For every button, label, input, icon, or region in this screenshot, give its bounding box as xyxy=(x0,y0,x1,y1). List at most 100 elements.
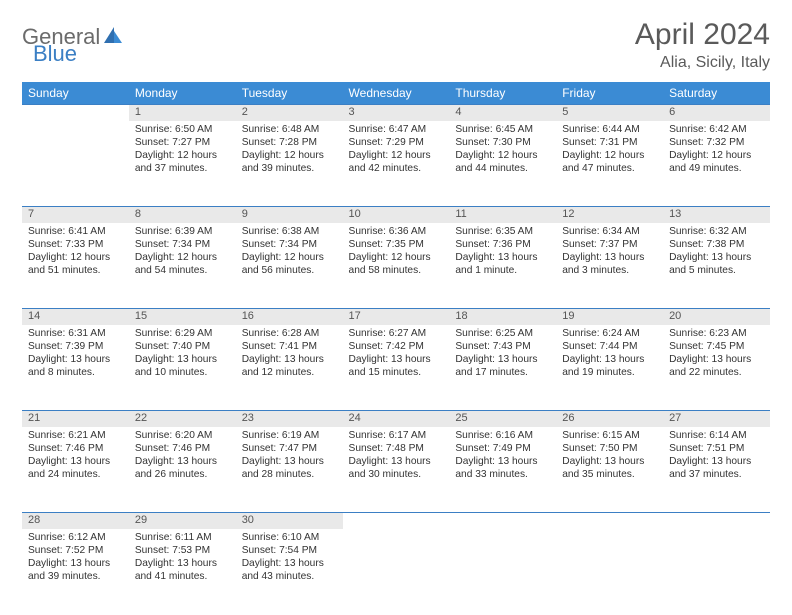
sunset-line: Sunset: 7:54 PM xyxy=(242,544,337,557)
sunrise-line: Sunrise: 6:35 AM xyxy=(455,225,550,238)
sunset-line: Sunset: 7:29 PM xyxy=(349,136,444,149)
day-number-cell xyxy=(343,513,450,529)
sunrise-line: Sunrise: 6:28 AM xyxy=(242,327,337,340)
sunset-line: Sunset: 7:47 PM xyxy=(242,442,337,455)
day-content-cell xyxy=(22,121,129,207)
daylight-line: Daylight: 12 hours and 47 minutes. xyxy=(562,149,657,175)
calendar-table: Sunday Monday Tuesday Wednesday Thursday… xyxy=(22,82,770,615)
day-content-row: Sunrise: 6:50 AMSunset: 7:27 PMDaylight:… xyxy=(22,121,770,207)
day-number-row: 78910111213 xyxy=(22,207,770,223)
day-number-cell: 9 xyxy=(236,207,343,223)
day-number-cell: 20 xyxy=(663,309,770,325)
sunrise-line: Sunrise: 6:25 AM xyxy=(455,327,550,340)
daylight-line: Daylight: 13 hours and 43 minutes. xyxy=(242,557,337,583)
day-content-cell: Sunrise: 6:45 AMSunset: 7:30 PMDaylight:… xyxy=(449,121,556,207)
day-content-cell: Sunrise: 6:39 AMSunset: 7:34 PMDaylight:… xyxy=(129,223,236,309)
day-number-cell: 8 xyxy=(129,207,236,223)
daylight-line: Daylight: 13 hours and 24 minutes. xyxy=(28,455,123,481)
day-number-cell: 25 xyxy=(449,411,556,427)
daylight-line: Daylight: 12 hours and 49 minutes. xyxy=(669,149,764,175)
sunrise-line: Sunrise: 6:32 AM xyxy=(669,225,764,238)
day-number-cell: 30 xyxy=(236,513,343,529)
logo-text-blue: Blue xyxy=(33,41,77,67)
sunset-line: Sunset: 7:40 PM xyxy=(135,340,230,353)
day-content-cell xyxy=(343,529,450,615)
day-content-cell: Sunrise: 6:41 AMSunset: 7:33 PMDaylight:… xyxy=(22,223,129,309)
daylight-line: Daylight: 13 hours and 8 minutes. xyxy=(28,353,123,379)
day-number-cell: 17 xyxy=(343,309,450,325)
day-content-row: Sunrise: 6:12 AMSunset: 7:52 PMDaylight:… xyxy=(22,529,770,615)
weekday-header: Tuesday xyxy=(236,82,343,105)
day-number-row: 282930 xyxy=(22,513,770,529)
daylight-line: Daylight: 13 hours and 26 minutes. xyxy=(135,455,230,481)
daylight-line: Daylight: 12 hours and 58 minutes. xyxy=(349,251,444,277)
day-content-cell: Sunrise: 6:21 AMSunset: 7:46 PMDaylight:… xyxy=(22,427,129,513)
day-content-cell: Sunrise: 6:20 AMSunset: 7:46 PMDaylight:… xyxy=(129,427,236,513)
day-number-cell: 5 xyxy=(556,105,663,121)
day-content-cell: Sunrise: 6:34 AMSunset: 7:37 PMDaylight:… xyxy=(556,223,663,309)
daylight-line: Daylight: 12 hours and 44 minutes. xyxy=(455,149,550,175)
day-number-cell xyxy=(556,513,663,529)
calendar-page: General April 2024 Alia, Sicily, Italy B… xyxy=(0,0,792,612)
day-content-cell: Sunrise: 6:31 AMSunset: 7:39 PMDaylight:… xyxy=(22,325,129,411)
day-content-cell: Sunrise: 6:24 AMSunset: 7:44 PMDaylight:… xyxy=(556,325,663,411)
weekday-header: Saturday xyxy=(663,82,770,105)
day-content-cell: Sunrise: 6:25 AMSunset: 7:43 PMDaylight:… xyxy=(449,325,556,411)
sunrise-line: Sunrise: 6:19 AM xyxy=(242,429,337,442)
daylight-line: Daylight: 12 hours and 51 minutes. xyxy=(28,251,123,277)
day-number-cell: 16 xyxy=(236,309,343,325)
sunrise-line: Sunrise: 6:29 AM xyxy=(135,327,230,340)
day-content-cell xyxy=(556,529,663,615)
sunrise-line: Sunrise: 6:23 AM xyxy=(669,327,764,340)
day-number-cell xyxy=(449,513,556,529)
sunset-line: Sunset: 7:34 PM xyxy=(242,238,337,251)
sunrise-line: Sunrise: 6:27 AM xyxy=(349,327,444,340)
day-number-cell: 7 xyxy=(22,207,129,223)
day-number-cell: 13 xyxy=(663,207,770,223)
sunset-line: Sunset: 7:51 PM xyxy=(669,442,764,455)
daylight-line: Daylight: 13 hours and 5 minutes. xyxy=(669,251,764,277)
sunset-line: Sunset: 7:30 PM xyxy=(455,136,550,149)
daylight-line: Daylight: 13 hours and 28 minutes. xyxy=(242,455,337,481)
day-content-cell: Sunrise: 6:32 AMSunset: 7:38 PMDaylight:… xyxy=(663,223,770,309)
weekday-header-row: Sunday Monday Tuesday Wednesday Thursday… xyxy=(22,82,770,105)
sunrise-line: Sunrise: 6:41 AM xyxy=(28,225,123,238)
sunrise-line: Sunrise: 6:20 AM xyxy=(135,429,230,442)
sunrise-line: Sunrise: 6:45 AM xyxy=(455,123,550,136)
sunrise-line: Sunrise: 6:47 AM xyxy=(349,123,444,136)
sunrise-line: Sunrise: 6:42 AM xyxy=(669,123,764,136)
day-number-cell: 3 xyxy=(343,105,450,121)
day-content-cell xyxy=(663,529,770,615)
daylight-line: Daylight: 13 hours and 33 minutes. xyxy=(455,455,550,481)
daylight-line: Daylight: 13 hours and 12 minutes. xyxy=(242,353,337,379)
day-content-cell: Sunrise: 6:38 AMSunset: 7:34 PMDaylight:… xyxy=(236,223,343,309)
daylight-line: Daylight: 13 hours and 30 minutes. xyxy=(349,455,444,481)
day-number-cell: 28 xyxy=(22,513,129,529)
daylight-line: Daylight: 12 hours and 39 minutes. xyxy=(242,149,337,175)
sunset-line: Sunset: 7:38 PM xyxy=(669,238,764,251)
day-number-cell: 1 xyxy=(129,105,236,121)
sunset-line: Sunset: 7:42 PM xyxy=(349,340,444,353)
sunrise-line: Sunrise: 6:48 AM xyxy=(242,123,337,136)
day-number-row: 21222324252627 xyxy=(22,411,770,427)
weekday-header: Friday xyxy=(556,82,663,105)
day-content-cell: Sunrise: 6:17 AMSunset: 7:48 PMDaylight:… xyxy=(343,427,450,513)
page-title: April 2024 xyxy=(635,18,770,52)
sunrise-line: Sunrise: 6:21 AM xyxy=(28,429,123,442)
sunset-line: Sunset: 7:39 PM xyxy=(28,340,123,353)
day-number-cell: 26 xyxy=(556,411,663,427)
sunrise-line: Sunrise: 6:39 AM xyxy=(135,225,230,238)
daylight-line: Daylight: 13 hours and 39 minutes. xyxy=(28,557,123,583)
sunrise-line: Sunrise: 6:17 AM xyxy=(349,429,444,442)
weekday-header: Wednesday xyxy=(343,82,450,105)
sunrise-line: Sunrise: 6:50 AM xyxy=(135,123,230,136)
day-number-cell: 22 xyxy=(129,411,236,427)
day-content-cell: Sunrise: 6:50 AMSunset: 7:27 PMDaylight:… xyxy=(129,121,236,207)
day-content-cell: Sunrise: 6:47 AMSunset: 7:29 PMDaylight:… xyxy=(343,121,450,207)
sunset-line: Sunset: 7:43 PM xyxy=(455,340,550,353)
sunset-line: Sunset: 7:36 PM xyxy=(455,238,550,251)
sunset-line: Sunset: 7:31 PM xyxy=(562,136,657,149)
sunset-line: Sunset: 7:45 PM xyxy=(669,340,764,353)
day-content-cell: Sunrise: 6:48 AMSunset: 7:28 PMDaylight:… xyxy=(236,121,343,207)
sunset-line: Sunset: 7:44 PM xyxy=(562,340,657,353)
